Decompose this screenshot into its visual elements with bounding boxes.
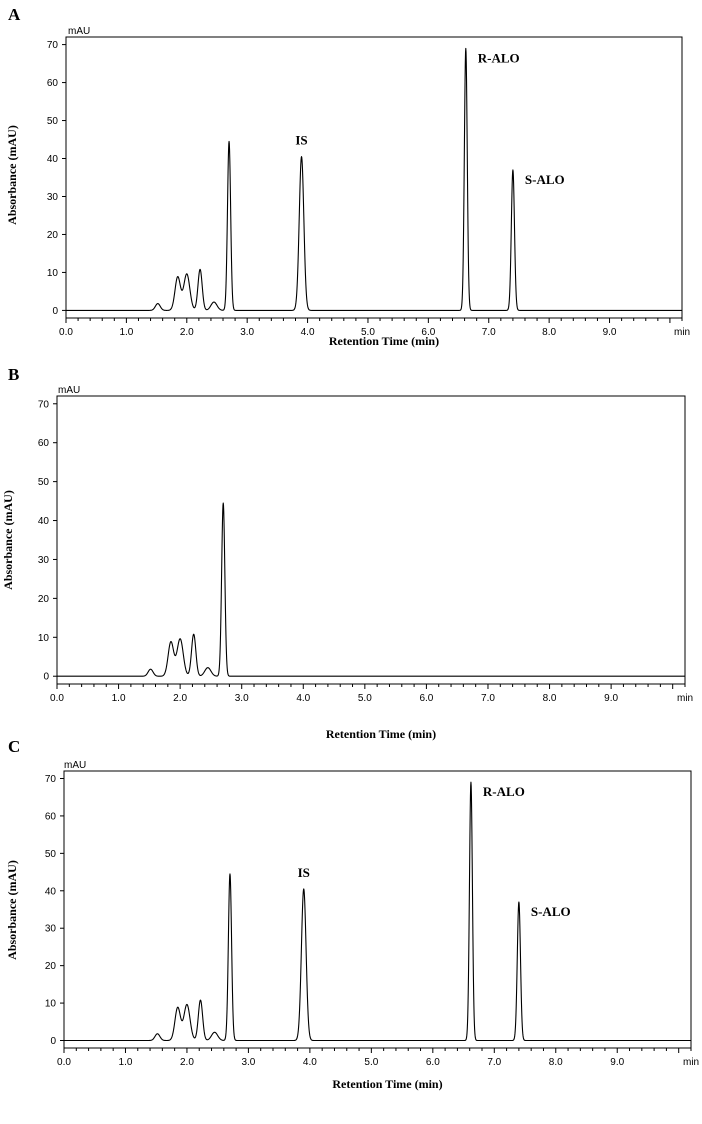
chromatogram-trace (63, 781, 692, 1042)
x-tick-label: 1.0 (112, 693, 126, 704)
x-tick-label: 5.0 (358, 693, 372, 704)
peak-label: S-ALO (531, 904, 571, 919)
y-axis-title: Absorbance (mAU) (1, 490, 15, 590)
y-tick-label: 30 (45, 924, 57, 935)
x-tick-label: 1.0 (119, 1057, 133, 1068)
y-tick-label: 10 (47, 268, 59, 279)
x-tick-label: 0.0 (57, 1057, 71, 1068)
y-tick-label: 50 (47, 116, 59, 127)
peak-label: IS (298, 865, 310, 880)
x-tick-label: 4.0 (303, 1057, 317, 1068)
plot-frame (63, 770, 692, 1049)
chromatogram-trace (65, 47, 683, 311)
y-tick-label: 40 (38, 516, 50, 527)
y-tick-label: 60 (47, 78, 59, 89)
x-tick-label: 9.0 (610, 1057, 624, 1068)
y-tick-label: 60 (38, 438, 50, 449)
x-tick-label: 1.0 (119, 327, 133, 338)
panel-letter: C (8, 737, 20, 756)
x-tick-label: 7.0 (487, 1057, 501, 1068)
peak-label: S-ALO (525, 172, 565, 187)
y-unit-label: mAU (64, 760, 86, 771)
chromatogram-trace (56, 502, 686, 677)
x-unit-label: min (674, 327, 690, 338)
x-tick-label: 0.0 (59, 327, 73, 338)
y-tick-label: 40 (47, 154, 59, 165)
x-tick-label: 7.0 (482, 327, 496, 338)
y-unit-label: mAU (68, 26, 90, 37)
x-tick-label: 6.0 (419, 693, 433, 704)
y-tick-label: 0 (52, 306, 58, 317)
y-tick-label: 60 (45, 811, 57, 822)
x-tick-label: 3.0 (241, 1057, 255, 1068)
x-tick-label: 6.0 (426, 1057, 440, 1068)
peak-label: R-ALO (478, 50, 520, 65)
y-tick-label: 10 (38, 633, 50, 644)
peak-label: IS (295, 133, 307, 148)
y-tick-label: 70 (38, 399, 50, 410)
y-tick-label: 20 (38, 594, 50, 605)
y-tick-label: 30 (38, 555, 50, 566)
y-tick-label: 50 (38, 477, 50, 488)
y-unit-label: mAU (58, 385, 80, 396)
x-tick-label: 6.0 (421, 327, 435, 338)
panel-letter: B (8, 365, 19, 384)
x-tick-label: 2.0 (180, 1057, 194, 1068)
y-tick-label: 70 (47, 40, 59, 51)
y-tick-label: 0 (50, 1036, 56, 1047)
panel-letter: A (8, 5, 21, 24)
x-axis-title: Retention Time (min) (326, 727, 436, 741)
y-tick-label: 0 (43, 672, 49, 683)
x-axis-title: Retention Time (min) (332, 1077, 442, 1091)
y-tick-label: 20 (45, 961, 57, 972)
x-tick-label: 3.0 (240, 327, 254, 338)
y-tick-label: 40 (45, 886, 57, 897)
y-tick-label: 70 (45, 774, 57, 785)
y-tick-label: 10 (45, 999, 57, 1010)
x-unit-label: min (677, 693, 693, 704)
plot-frame (65, 36, 683, 319)
x-tick-label: 4.0 (296, 693, 310, 704)
x-tick-label: 0.0 (50, 693, 64, 704)
y-tick-label: 30 (47, 192, 59, 203)
x-tick-label: 9.0 (603, 327, 617, 338)
y-tick-label: 50 (45, 849, 57, 860)
x-tick-label: 3.0 (235, 693, 249, 704)
x-axis-title: Retention Time (min) (329, 334, 439, 348)
plot-frame (56, 395, 686, 685)
x-tick-label: 8.0 (549, 1057, 563, 1068)
x-tick-label: 8.0 (543, 693, 557, 704)
x-tick-label: 9.0 (604, 693, 618, 704)
x-tick-label: 4.0 (301, 327, 315, 338)
y-axis-title: Absorbance (mAU) (5, 860, 19, 960)
x-tick-label: 2.0 (173, 693, 187, 704)
x-tick-label: 2.0 (180, 327, 194, 338)
y-axis-title: Absorbance (mAU) (5, 125, 19, 225)
x-tick-label: 7.0 (481, 693, 495, 704)
x-tick-label: 8.0 (542, 327, 556, 338)
x-tick-label: 5.0 (364, 1057, 378, 1068)
x-unit-label: min (683, 1057, 699, 1068)
x-tick-label: 5.0 (361, 327, 375, 338)
peak-label: R-ALO (483, 784, 525, 799)
y-tick-label: 20 (47, 230, 59, 241)
